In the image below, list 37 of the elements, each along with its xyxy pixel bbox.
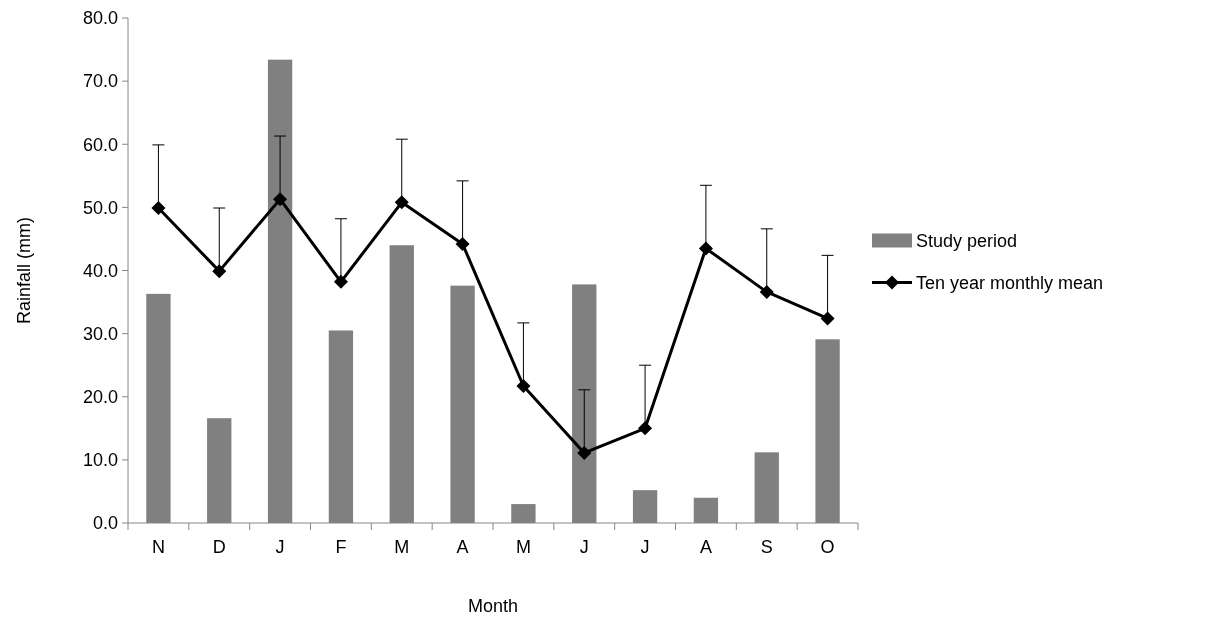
point [516,379,531,394]
x-tick-label: F [335,537,347,557]
x-axis-title: Month [467,596,519,616]
y-tick-label: 30.0 [82,323,118,344]
x-tick-label: A [699,537,712,557]
point [759,284,774,299]
point [577,445,592,460]
x-tick-label: J [640,537,650,557]
x-tick-label: O [820,537,835,557]
legend-label: Study period [916,230,1018,251]
x-tick-label: A [456,537,469,557]
point [333,274,348,289]
point [151,201,166,216]
y-tick-label: 70.0 [82,71,118,92]
y-axis-title: Rainfall (mm) [14,216,34,325]
x-tick-label: J [275,537,285,557]
x-tick-label: J [579,537,589,557]
point [455,236,470,251]
x-tick-label: M [394,537,410,557]
point [638,421,653,436]
point [820,311,835,326]
point [273,192,288,207]
x-tick-label: D [212,537,226,557]
y-tick-label: 10.0 [82,450,118,471]
x-tick-label: M [515,537,531,557]
y-tick-label: 40.0 [82,260,118,281]
x-tick-label: N [151,537,165,557]
point [212,264,227,279]
x-tick-label: S [760,537,773,557]
legend-label: Ten year monthly mean [916,272,1104,293]
y-tick-label: 80.0 [82,8,118,29]
y-tick-label: 0.0 [92,513,118,534]
y-tick-label: 50.0 [82,197,118,218]
y-tick-label: 20.0 [82,387,118,408]
y-tick-label: 60.0 [82,134,118,155]
point [698,241,713,256]
point [394,195,409,210]
